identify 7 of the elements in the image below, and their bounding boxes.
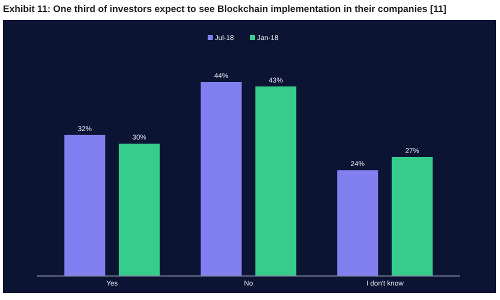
chart-title: Exhibit 11: One third of investors expect to see Blockchain implementation in their companies [11]: [3, 4, 446, 15]
bar: [200, 82, 242, 276]
bar: [337, 170, 378, 276]
bar: [392, 156, 433, 276]
bar: [64, 134, 106, 276]
bar: [118, 144, 160, 276]
bar: [255, 86, 296, 276]
